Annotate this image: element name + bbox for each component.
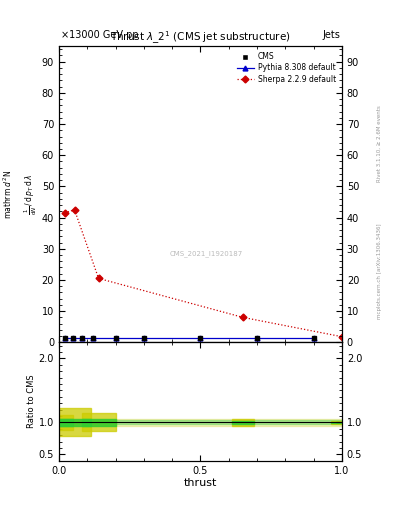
Text: CMS_2021_I1920187: CMS_2021_I1920187 bbox=[169, 250, 243, 257]
Bar bbox=[82, 413, 116, 431]
Bar bbox=[231, 421, 254, 423]
Y-axis label: mathrm $d^2$N
$\frac{1}{\mathrm{d}N}\,/\,\mathrm{d}\,p_T\,\mathrm{d}\,\lambda$: mathrm $d^2$N $\frac{1}{\mathrm{d}N}\,/\… bbox=[2, 169, 39, 219]
Y-axis label: Ratio to CMS: Ratio to CMS bbox=[27, 375, 36, 429]
Legend: CMS, Pythia 8.308 default, Sherpa 2.2.9 default: CMS, Pythia 8.308 default, Sherpa 2.2.9 … bbox=[235, 50, 338, 86]
Bar bbox=[57, 419, 92, 425]
Bar bbox=[56, 419, 73, 425]
Bar bbox=[57, 408, 92, 436]
Bar bbox=[331, 421, 353, 423]
Bar bbox=[231, 419, 254, 425]
Bar bbox=[82, 419, 116, 425]
Bar bbox=[56, 415, 73, 430]
Bar bbox=[59, 420, 342, 424]
Bar bbox=[59, 418, 342, 426]
Text: Rivet 3.1.10, ≥ 2.6M events: Rivet 3.1.10, ≥ 2.6M events bbox=[377, 105, 382, 182]
X-axis label: thrust: thrust bbox=[184, 478, 217, 488]
Title: Thrust $\lambda\_2^1$ (CMS jet substructure): Thrust $\lambda\_2^1$ (CMS jet substruct… bbox=[110, 30, 291, 46]
Text: mcplots.cern.ch [arXiv:1306.3436]: mcplots.cern.ch [arXiv:1306.3436] bbox=[377, 224, 382, 319]
Text: Jets: Jets bbox=[322, 30, 340, 40]
Bar bbox=[331, 422, 353, 423]
Text: ×13000 GeV pp: ×13000 GeV pp bbox=[61, 30, 139, 40]
